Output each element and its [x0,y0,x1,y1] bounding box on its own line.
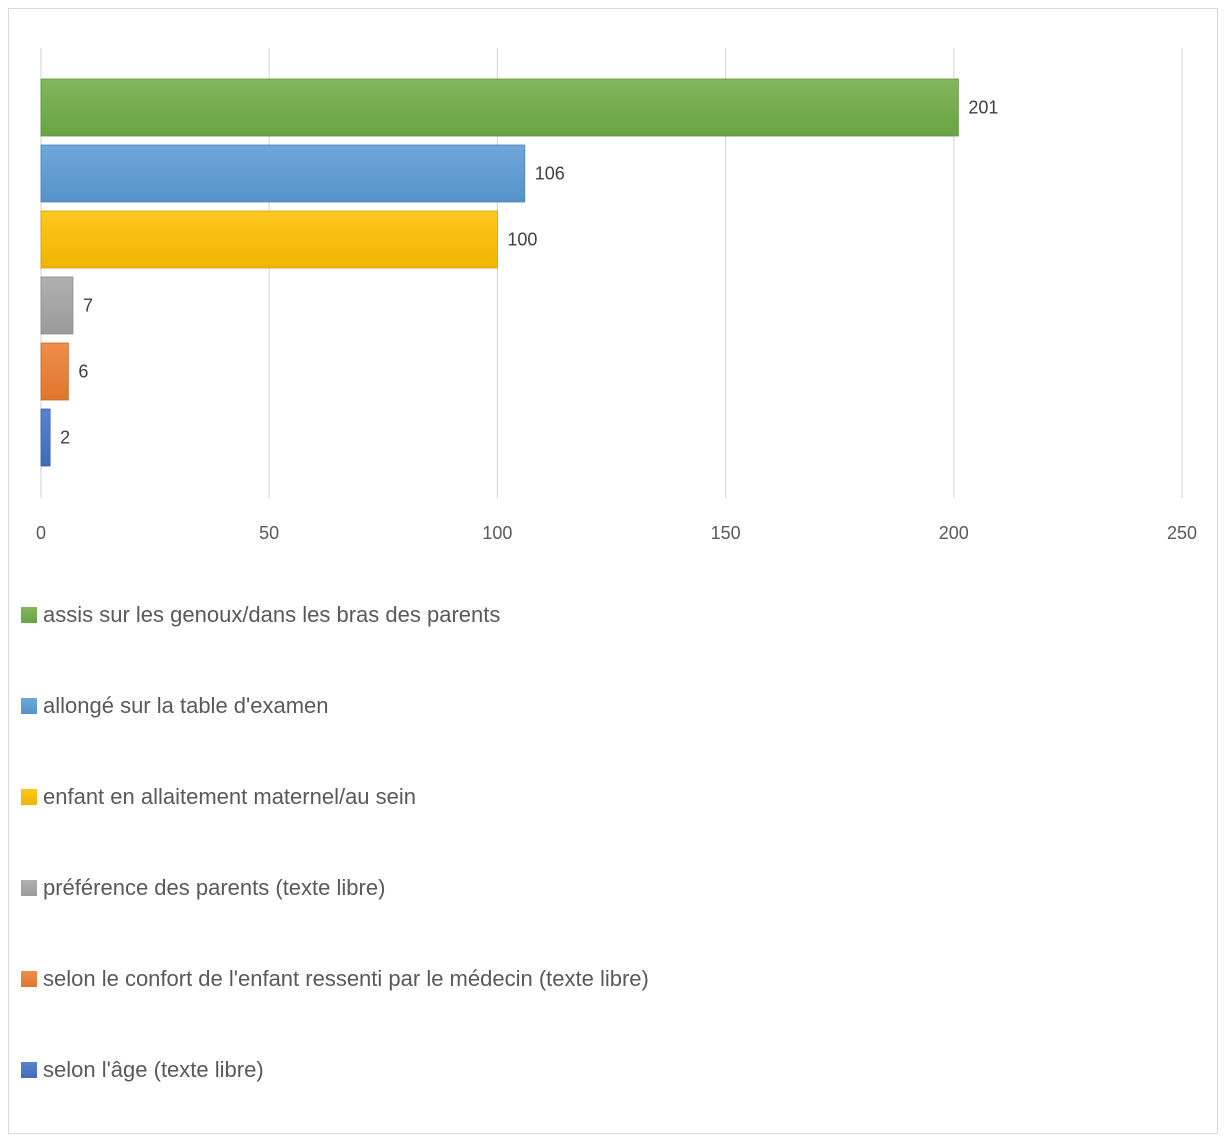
legend-item: allongé sur la table d'examen [21,691,329,721]
bar-6 [40,408,51,467]
legend-label: selon l'âge (texte libre) [43,1057,264,1082]
x-axis-ticks: 0 50 100 150 200 250 [36,523,1197,543]
data-label: 201 [968,98,998,118]
legend-label: préférence des parents (texte libre) [43,875,386,900]
legend-label: selon le confort de l'enfant ressenti pa… [43,966,649,991]
legend-item: préférence des parents (texte libre) [21,873,385,903]
bar-1 [40,78,959,137]
legend-label: enfant en allaitement maternel/au sein [43,784,417,809]
legend-label: allongé sur la table d'examen [43,693,329,718]
data-label: 6 [78,362,88,382]
legend-swatch [21,971,37,987]
legend-item: selon le confort de l'enfant ressenti pa… [21,964,649,994]
bars [40,78,959,467]
legend-label: assis sur les genoux/dans les bras des p… [43,602,501,627]
x-tick-label: 150 [711,523,741,543]
legend-item: enfant en allaitement maternel/au sein [21,782,416,812]
legend-swatch [21,789,37,805]
x-tick-label: 200 [939,523,969,543]
bar-3 [40,210,498,269]
x-tick-label: 50 [259,523,279,543]
legend-item: selon l'âge (texte libre) [21,1055,264,1085]
legend-swatch [21,607,37,623]
x-tick-label: 100 [482,523,512,543]
data-label: 7 [83,296,93,316]
data-labels: 201 106 100 7 6 2 [60,98,998,448]
legend-swatch [21,1062,37,1078]
bar-5 [40,342,69,401]
x-tick-label: 250 [1167,523,1197,543]
legend-swatch [21,698,37,714]
legend-item: assis sur les genoux/dans les bras des p… [21,600,500,630]
data-label: 2 [60,428,70,448]
x-tick-label: 0 [36,523,46,543]
legend-swatch [21,880,37,896]
data-label: 100 [507,230,537,250]
bar-2 [40,144,526,203]
bar-4 [40,276,74,335]
data-label: 106 [535,164,565,184]
